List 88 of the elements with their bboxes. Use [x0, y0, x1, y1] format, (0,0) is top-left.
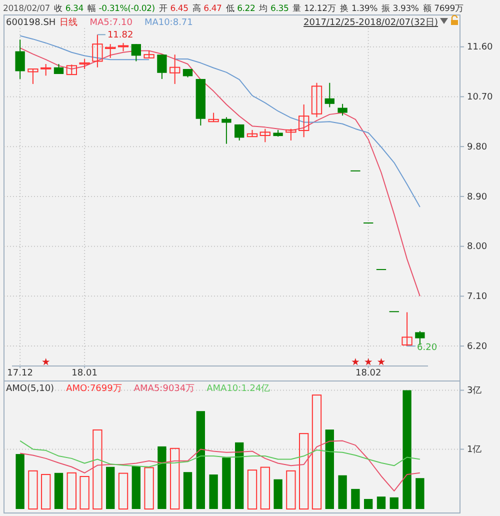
y-tick-label: 8.90 — [467, 192, 488, 202]
text: MA10:8.71 — [144, 18, 193, 28]
candlestick — [40, 64, 52, 76]
bar — [170, 448, 180, 510]
bar — [66, 472, 76, 510]
chart-title: AMO(5,10) — [6, 384, 54, 394]
bar — [106, 466, 115, 509]
bar — [118, 472, 128, 510]
text: MA5:7.10 — [90, 18, 133, 28]
candlestick — [402, 312, 412, 347]
text: 开 6.45 — [158, 4, 188, 14]
bar — [41, 474, 51, 510]
text: 收 6.34 — [54, 3, 84, 14]
y-tick-label: 7.10 — [467, 292, 488, 302]
bar — [390, 497, 398, 509]
chart-title: 600198.SH — [6, 18, 56, 28]
candlestick — [298, 104, 310, 138]
text: 均 6.35 — [258, 3, 289, 14]
bar — [325, 430, 334, 509]
bar — [235, 442, 244, 509]
text: AMO:7699万 — [66, 384, 122, 394]
candlestick — [260, 128, 270, 143]
text: 额 7699万 — [422, 3, 464, 14]
y-tick-label: 8.00 — [467, 242, 488, 252]
bar — [209, 474, 218, 509]
bar — [54, 472, 64, 509]
y-tick-label: 6.20 — [467, 342, 488, 352]
candlestick — [79, 58, 90, 70]
candlestick — [54, 64, 64, 74]
bar — [158, 446, 166, 509]
candlestick — [92, 34, 103, 68]
text: 幅 -0.31%(-0.02) — [87, 3, 155, 14]
candlestick — [338, 103, 348, 116]
x-tick-label: 17.12 — [7, 368, 33, 378]
text: 低 6.22 — [226, 3, 256, 14]
y-tick-label: 11.60 — [467, 42, 494, 53]
text: 2017/12/25-2018/02/07(32日) — [304, 18, 438, 28]
text: 2018/02/07 — [3, 4, 50, 14]
candlestick — [66, 64, 77, 76]
bar — [376, 496, 386, 509]
candlestick — [28, 68, 38, 84]
text: 日线 — [60, 17, 78, 28]
bar — [144, 467, 154, 510]
candlestick — [131, 44, 141, 62]
bar — [16, 454, 24, 509]
candlestick — [311, 82, 322, 118]
y-tick-label: 1亿 — [467, 444, 482, 456]
y-tick-label: 9.80 — [467, 142, 488, 152]
bar — [338, 475, 347, 509]
text: AMA5:9034万 — [134, 384, 195, 394]
bar — [416, 478, 424, 509]
bar — [183, 472, 192, 509]
line-series — [20, 440, 420, 492]
line-series — [20, 440, 420, 468]
bar — [402, 390, 412, 509]
bar — [28, 470, 38, 510]
candlestick — [286, 128, 296, 141]
candlestick — [105, 44, 116, 58]
bar — [196, 411, 205, 509]
annotation: 6.20 — [417, 343, 438, 354]
bar — [80, 476, 90, 510]
text: 高 6.47 — [192, 3, 222, 14]
y-tick-label: 3亿 — [467, 385, 482, 396]
annotation: 11.82 — [107, 30, 134, 41]
bar — [132, 466, 140, 509]
x-tick-label: 18.02 — [355, 368, 382, 378]
bar — [260, 466, 270, 510]
bar — [312, 394, 322, 510]
bar — [351, 488, 360, 509]
text: 振 3.93% — [381, 3, 419, 14]
bar — [299, 433, 309, 510]
candlestick — [157, 54, 167, 80]
y-tick-label: 10.70 — [467, 92, 494, 103]
bar — [222, 458, 231, 509]
candlestick — [234, 124, 244, 141]
bar — [92, 429, 102, 510]
x-tick-label: 18.01 — [72, 368, 98, 378]
text: 量 12.12万 — [292, 3, 336, 14]
bar — [286, 470, 296, 510]
candlestick — [170, 54, 180, 84]
bar — [274, 479, 282, 509]
candlestick — [15, 39, 25, 80]
text: AMA10:1.24亿 — [206, 383, 270, 394]
bar — [364, 498, 373, 509]
candlestick — [324, 82, 334, 108]
bar — [247, 470, 258, 510]
candlestick — [222, 116, 232, 144]
text: 换 1.39% — [340, 3, 378, 14]
